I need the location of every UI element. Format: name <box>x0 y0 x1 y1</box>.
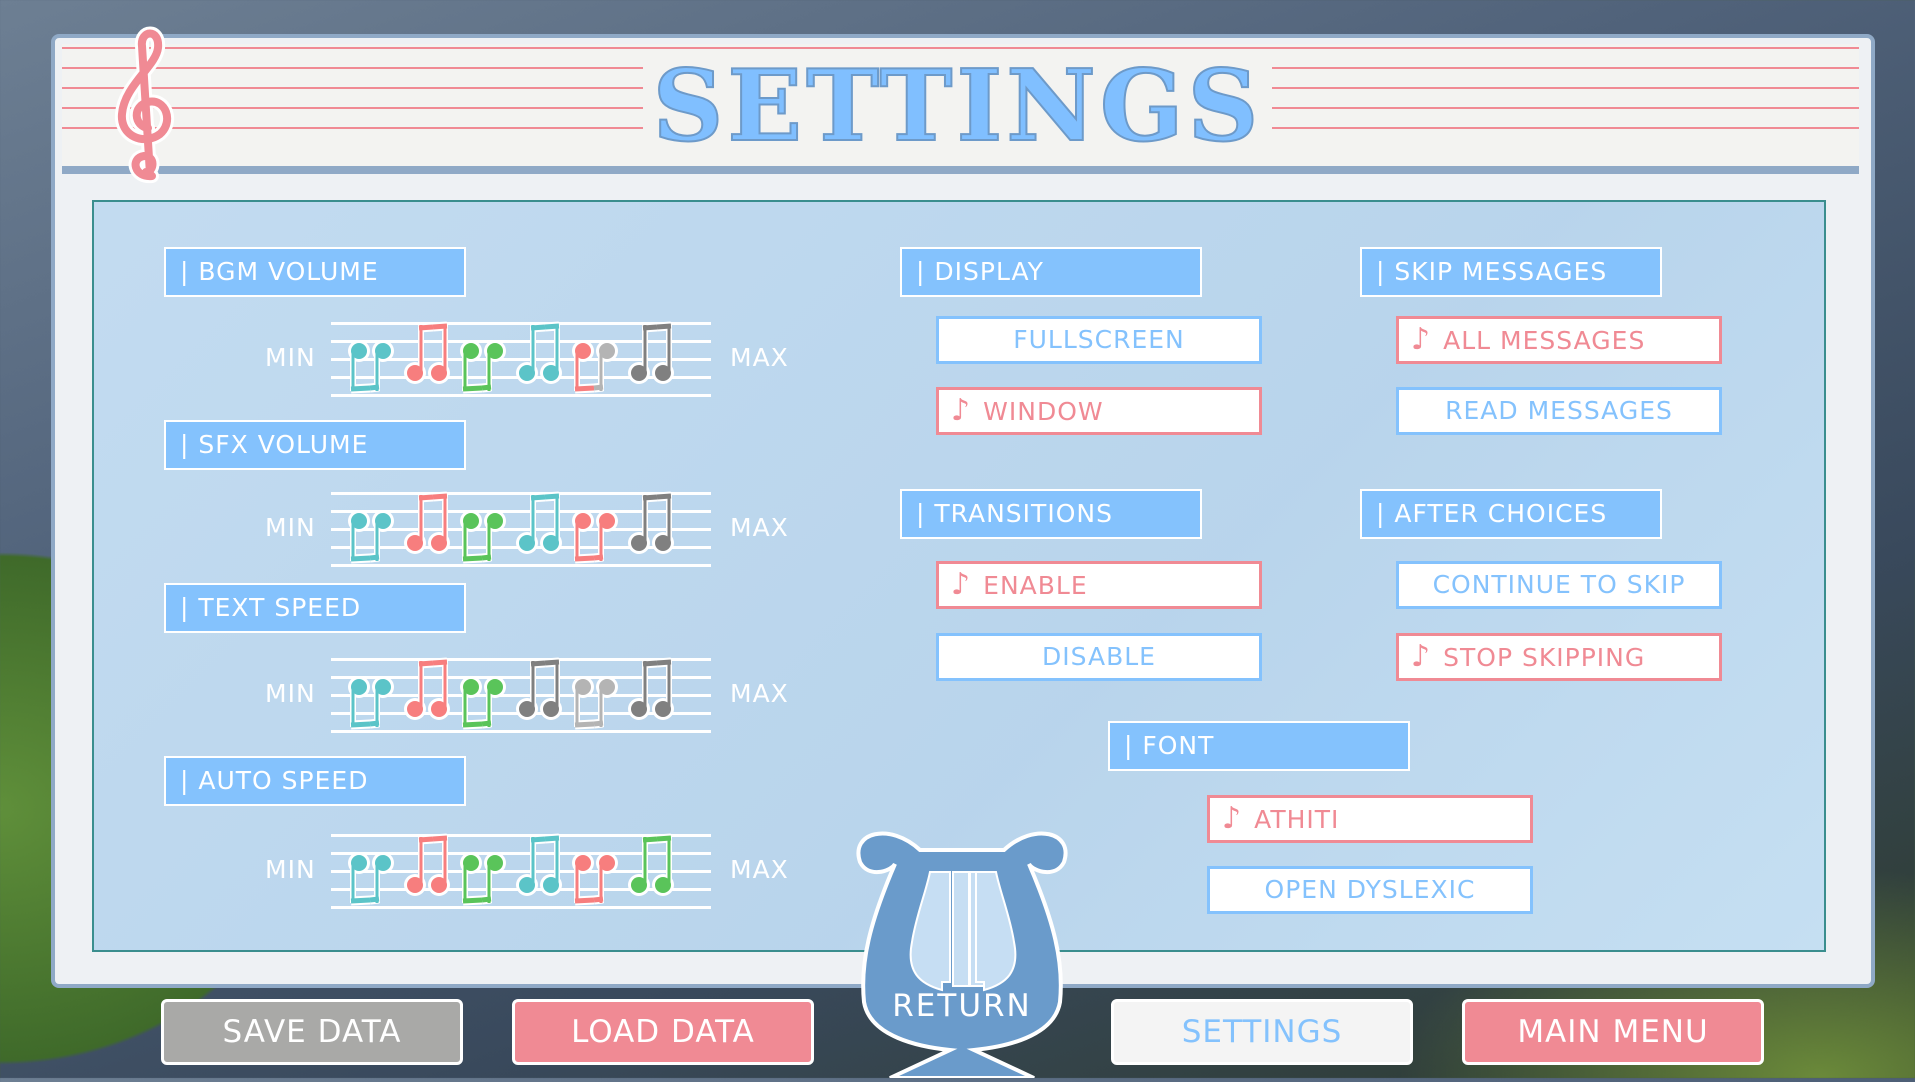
skip-option-read-messages[interactable]: READ MESSAGES <box>1396 387 1722 435</box>
note-pair[interactable] <box>460 340 506 394</box>
min-label: MIN <box>265 343 316 372</box>
text-speed-label: | TEXT SPEED <box>164 583 466 633</box>
staff-line <box>331 730 711 733</box>
staff-line <box>331 658 711 661</box>
staff-line <box>331 340 711 343</box>
staff-line <box>331 852 711 855</box>
staff-line <box>331 870 711 873</box>
font-option-open-dyslexic[interactable]: OPEN DYSLEXIC <box>1207 866 1533 914</box>
sfx-volume-slider[interactable] <box>331 491 711 567</box>
min-label: MIN <box>265 855 316 884</box>
page-title: SETTINGS <box>0 49 1915 164</box>
staff-line <box>331 906 711 909</box>
note-pair[interactable] <box>572 852 618 906</box>
max-label: MAX <box>730 679 789 708</box>
staff-line <box>331 694 711 697</box>
staff-line <box>331 676 711 679</box>
option-label: ATHITI <box>1254 805 1340 834</box>
return-button[interactable]: RETURN <box>850 812 1074 1080</box>
main-menu-button[interactable]: MAIN MENU <box>1462 999 1764 1065</box>
note-pair[interactable] <box>460 676 506 730</box>
return-label: RETURN <box>892 988 1032 1024</box>
option-label: READ MESSAGES <box>1445 396 1673 425</box>
display-label: | DISPLAY <box>900 247 1202 297</box>
note-pair[interactable] <box>572 510 618 564</box>
bgm-volume-label: | BGM VOLUME <box>164 247 466 297</box>
transitions-label: | TRANSITIONS <box>900 489 1202 539</box>
music-note-icon: ♪ <box>951 567 972 602</box>
music-note-icon: ♪ <box>1411 322 1432 357</box>
staff-line <box>331 510 711 513</box>
music-note-icon: ♪ <box>951 393 972 428</box>
note-pair[interactable] <box>404 321 450 384</box>
note-pair[interactable] <box>516 833 562 896</box>
after-label: | AFTER CHOICES <box>1360 489 1662 539</box>
note-pair[interactable] <box>348 676 394 730</box>
skip-label: | SKIP MESSAGES <box>1360 247 1662 297</box>
transitions-option-disable[interactable]: DISABLE <box>936 633 1262 681</box>
option-label: OPEN DYSLEXIC <box>1264 875 1476 904</box>
max-label: MAX <box>730 343 789 372</box>
note-pair[interactable] <box>404 491 450 554</box>
save-data-button[interactable]: SAVE DATA <box>161 999 463 1065</box>
option-label: STOP SKIPPING <box>1443 643 1646 672</box>
note-pair[interactable] <box>628 491 674 554</box>
note-pair[interactable] <box>348 510 394 564</box>
staff-line <box>331 322 711 325</box>
option-label: FULLSCREEN <box>1013 325 1185 354</box>
auto-speed-slider[interactable] <box>331 833 711 909</box>
auto-speed-label: | AUTO SPEED <box>164 756 466 806</box>
note-pair[interactable] <box>516 657 562 720</box>
staff-line <box>331 528 711 531</box>
note-pair[interactable] <box>516 491 562 554</box>
load-data-button[interactable]: LOAD DATA <box>512 999 814 1065</box>
note-pair[interactable] <box>460 510 506 564</box>
note-pair[interactable] <box>628 657 674 720</box>
font-label: | FONT <box>1108 721 1410 771</box>
note-pair[interactable] <box>572 676 618 730</box>
transitions-option-enable[interactable]: ♪ ENABLE <box>936 561 1262 609</box>
text-speed-slider[interactable] <box>331 657 711 733</box>
option-label: WINDOW <box>983 397 1104 426</box>
skip-option-all-messages[interactable]: ♪ ALL MESSAGES <box>1396 316 1722 364</box>
after-option-continue-to-skip[interactable]: CONTINUE TO SKIP <box>1396 561 1722 609</box>
staff-line <box>331 358 711 361</box>
min-label: MIN <box>265 679 316 708</box>
note-pair[interactable] <box>404 833 450 896</box>
staff-line <box>331 492 711 495</box>
settings-button[interactable]: SETTINGS <box>1111 999 1413 1065</box>
staff-line <box>331 834 711 837</box>
max-label: MAX <box>730 855 789 884</box>
display-option-fullscreen[interactable]: FULLSCREEN <box>936 316 1262 364</box>
staff-line <box>331 564 711 567</box>
bgm-volume-slider[interactable] <box>331 321 711 397</box>
display-option-window[interactable]: ♪ WINDOW <box>936 387 1262 435</box>
option-label: CONTINUE TO SKIP <box>1432 570 1686 599</box>
treble-clef-icon <box>104 26 194 186</box>
note-pair[interactable] <box>572 340 618 394</box>
note-pair[interactable] <box>516 321 562 384</box>
lyre-icon <box>856 831 1068 1080</box>
after-option-stop-skipping[interactable]: ♪ STOP SKIPPING <box>1396 633 1722 681</box>
music-note-icon: ♪ <box>1411 639 1432 674</box>
sfx-volume-label: | SFX VOLUME <box>164 420 466 470</box>
note-pair[interactable] <box>628 321 674 384</box>
option-label: ALL MESSAGES <box>1443 326 1646 355</box>
note-pair[interactable] <box>348 852 394 906</box>
note-pair[interactable] <box>348 340 394 394</box>
music-note-icon: ♪ <box>1222 801 1243 836</box>
min-label: MIN <box>265 513 316 542</box>
note-pair[interactable] <box>628 833 674 896</box>
staff-line <box>331 394 711 397</box>
option-label: DISABLE <box>1042 642 1156 671</box>
font-option-athiti[interactable]: ♪ ATHITI <box>1207 795 1533 843</box>
option-label: ENABLE <box>983 571 1088 600</box>
note-pair[interactable] <box>404 657 450 720</box>
note-pair[interactable] <box>460 852 506 906</box>
max-label: MAX <box>730 513 789 542</box>
